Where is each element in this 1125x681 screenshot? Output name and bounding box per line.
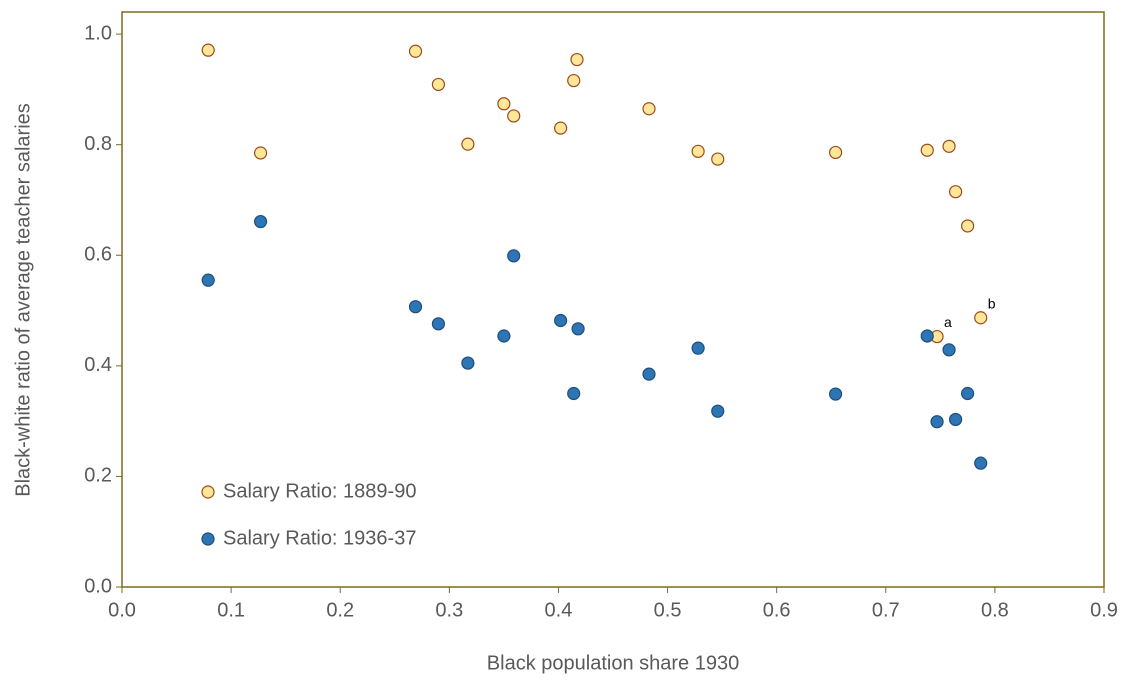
point [828,387,843,401]
point [949,185,963,199]
legend-marker [201,532,215,546]
x-tick-label: 0.8 [981,599,1009,621]
point [461,137,475,151]
annotation: a [944,314,952,330]
x-tick-label: 0.4 [545,599,573,621]
point [570,52,584,67]
y-tick-label: 0.8 [84,133,112,155]
point [828,145,843,160]
point [961,386,975,401]
point [253,146,268,160]
x-tick-label: 0.3 [435,599,463,621]
point [642,102,656,116]
point [974,311,988,325]
y-axis-title: Black-white ratio of average teacher sal… [12,103,34,497]
point [711,152,725,166]
x-tick-label: 0.2 [326,599,354,621]
point [949,412,963,427]
y-tick-label: 0.4 [84,354,112,376]
y-tick-label: 1.0 [84,22,112,44]
point [431,77,446,92]
point [507,249,521,263]
point [497,329,511,343]
legend-marker [201,485,215,499]
point [942,343,956,357]
point [408,300,423,314]
point [920,329,934,343]
point [461,356,475,370]
point [691,144,705,158]
x-tick-label: 0.5 [654,599,682,621]
point [974,456,988,470]
point [930,415,944,429]
y-tick-label: 0.6 [84,244,112,266]
point [554,313,568,328]
x-tick-label: 0.9 [1090,599,1118,621]
point [691,341,705,355]
legend-label: Salary Ratio: 1889-90 [223,480,416,502]
point [201,43,215,57]
point [571,322,585,336]
x-tick-label: 0.6 [763,599,791,621]
point [920,143,934,157]
y-tick-label: 0.2 [84,465,112,487]
point [961,219,975,233]
point [201,273,215,287]
x-tick-label: 0.1 [217,599,245,621]
point [942,139,956,153]
point [507,109,521,123]
point [497,97,511,111]
annotation: b [988,295,996,311]
point [408,44,423,58]
y-tick-label: 0.0 [84,575,112,597]
point [253,214,268,229]
point [554,121,568,135]
x-tick-label: 0.7 [872,599,900,621]
point [711,404,725,418]
legend-label: Salary Ratio: 1936-37 [223,527,416,549]
point [642,367,656,381]
plot-area [121,11,1105,588]
point [431,317,446,331]
x-tick-label: 0.0 [108,599,136,621]
point [567,73,581,88]
x-axis-title: Black population share 1930 [487,652,739,674]
point [567,386,581,401]
